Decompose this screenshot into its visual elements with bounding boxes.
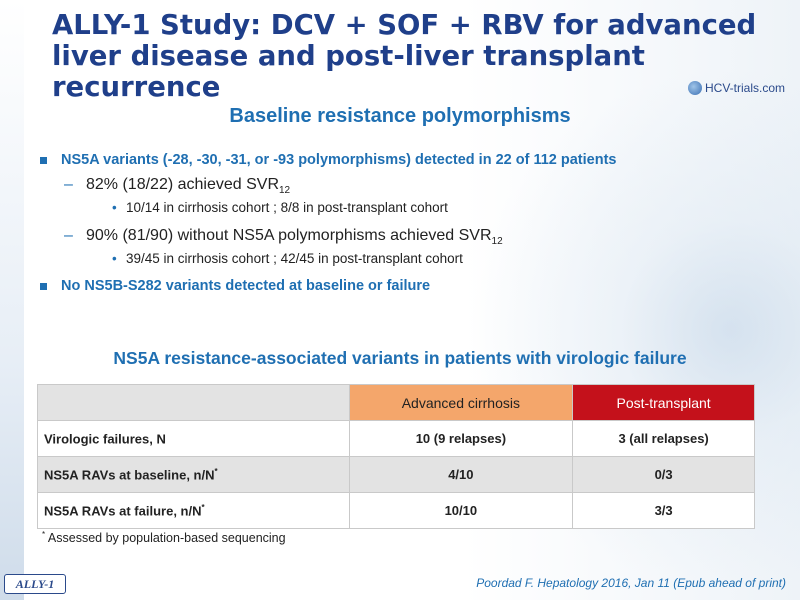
rav-table: Advanced cirrhosis Post-transplant Virol… bbox=[37, 384, 755, 529]
section-subtitle: Baseline resistance polymorphisms bbox=[229, 105, 571, 127]
bullet-ns5a-variants: NS5A variants (-28, -30, -31, or -93 pol… bbox=[40, 152, 780, 168]
row-label-ravs-baseline: NS5A RAVs at baseline, n/N* bbox=[37, 456, 350, 493]
table-header-row: Advanced cirrhosis Post-transplant bbox=[37, 384, 755, 421]
square-bullet-icon bbox=[40, 157, 47, 164]
header-empty-cell bbox=[37, 384, 350, 421]
dash-bullet-icon: – bbox=[64, 227, 73, 245]
bullet-list: NS5A variants (-28, -30, -31, or -93 pol… bbox=[40, 152, 780, 302]
cell-cirrhosis-value: 10 (9 relapses) bbox=[348, 420, 574, 457]
cell-post-value: 0/3 bbox=[572, 456, 755, 493]
cell-post-value: 3/3 bbox=[572, 492, 755, 529]
sub-bullet-svr-without-variants: – 90% (81/90) without NS5A polymorphisms… bbox=[64, 227, 503, 248]
dot-bullet-icon: • bbox=[112, 200, 117, 216]
dot-bullet-icon: • bbox=[112, 251, 117, 267]
cell-cirrhosis-value: 4/10 bbox=[348, 456, 574, 493]
logo-icon bbox=[688, 81, 702, 95]
sub-bullet-svr-with-variants: – 82% (18/22) achieved SVR12 bbox=[64, 176, 291, 197]
ally-1-badge: ALLY-1 bbox=[4, 574, 66, 594]
bullet-ns5b-variants: No NS5B-S282 variants detected at baseli… bbox=[40, 278, 780, 294]
cell-cirrhosis-value: 10/10 bbox=[348, 492, 574, 529]
left-decoration-bar bbox=[0, 0, 24, 600]
dash-bullet-icon: – bbox=[64, 176, 73, 193]
row-label-virologic-failures: Virologic failures, N bbox=[37, 420, 350, 457]
table-footnote: * Assessed by population-based sequencin… bbox=[42, 530, 286, 546]
square-bullet-icon bbox=[40, 283, 47, 291]
cell-post-value: 3 (all relapses) bbox=[572, 420, 755, 457]
detail-bullet-cohorts-1: • 10/14 in cirrhosis cohort ; 8/8 in pos… bbox=[112, 200, 448, 216]
header-post-transplant: Post-transplant bbox=[572, 384, 755, 421]
header-advanced-cirrhosis: Advanced cirrhosis bbox=[348, 384, 574, 421]
detail-bullet-cohorts-2: • 39/45 in cirrhosis cohort ; 42/45 in p… bbox=[112, 251, 463, 267]
logo-text: HCV-trials.com bbox=[705, 81, 786, 95]
table-row: NS5A RAVs at baseline, n/N* 4/10 0/3 bbox=[37, 456, 755, 493]
hcv-trials-logo: HCV-trials.com bbox=[688, 78, 785, 98]
table-row: NS5A RAVs at failure, n/N* 10/10 3/3 bbox=[37, 492, 755, 529]
citation-text: Poordad F. Hepatology 2016, Jan 11 (Epub… bbox=[476, 576, 786, 590]
slide-title: ALLY-1 Study: DCV + SOF + RBV for advanc… bbox=[52, 9, 757, 103]
table-title: NS5A resistance-associated variants in p… bbox=[113, 348, 687, 368]
table-row: Virologic failures, N 10 (9 relapses) 3 … bbox=[37, 420, 755, 457]
row-label-ravs-failure: NS5A RAVs at failure, n/N* bbox=[37, 492, 350, 529]
